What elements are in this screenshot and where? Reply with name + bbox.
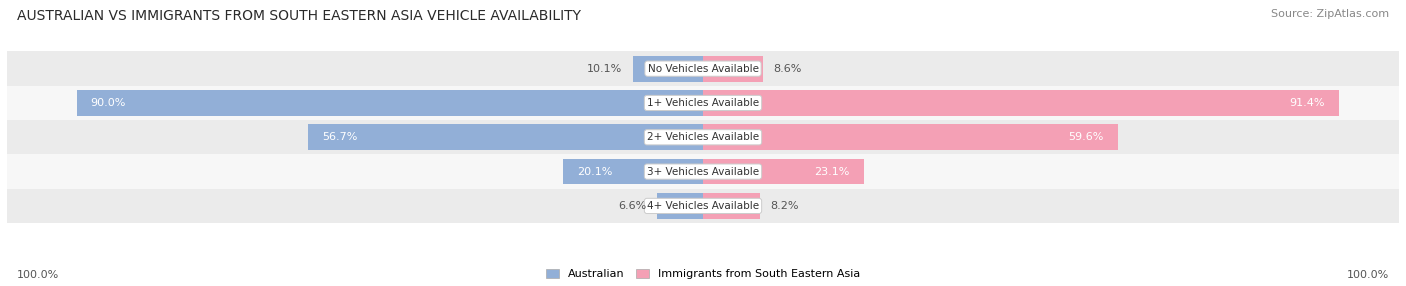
Bar [633,56,703,82]
Text: 6.6%: 6.6% [619,201,647,211]
Text: 56.7%: 56.7% [322,132,357,142]
Text: Source: ZipAtlas.com: Source: ZipAtlas.com [1271,9,1389,19]
Bar [703,124,1118,150]
Text: 4+ Vehicles Available: 4+ Vehicles Available [647,201,759,211]
Text: 23.1%: 23.1% [814,167,849,176]
Legend: Australian, Immigrants from South Eastern Asia: Australian, Immigrants from South Easter… [543,266,863,283]
Bar [703,56,763,82]
Bar [308,124,703,150]
Bar [703,193,761,219]
Text: AUSTRALIAN VS IMMIGRANTS FROM SOUTH EASTERN ASIA VEHICLE AVAILABILITY: AUSTRALIAN VS IMMIGRANTS FROM SOUTH EAST… [17,9,581,23]
Bar [564,159,703,184]
Text: 2+ Vehicles Available: 2+ Vehicles Available [647,132,759,142]
Text: 10.1%: 10.1% [588,64,623,74]
Text: 3+ Vehicles Available: 3+ Vehicles Available [647,167,759,176]
Bar [7,120,1399,154]
Text: 90.0%: 90.0% [90,98,127,108]
Text: 20.1%: 20.1% [576,167,613,176]
Bar [76,90,703,116]
Text: 91.4%: 91.4% [1289,98,1326,108]
Bar [7,51,1399,86]
Bar [7,189,1399,223]
Text: No Vehicles Available: No Vehicles Available [648,64,758,74]
Bar [703,90,1339,116]
Bar [703,159,863,184]
Text: 8.2%: 8.2% [770,201,799,211]
Text: 1+ Vehicles Available: 1+ Vehicles Available [647,98,759,108]
Text: 59.6%: 59.6% [1069,132,1104,142]
Text: 8.6%: 8.6% [773,64,801,74]
Text: 100.0%: 100.0% [17,270,59,280]
Text: 100.0%: 100.0% [1347,270,1389,280]
Bar [7,86,1399,120]
Bar [657,193,703,219]
Bar [7,154,1399,189]
